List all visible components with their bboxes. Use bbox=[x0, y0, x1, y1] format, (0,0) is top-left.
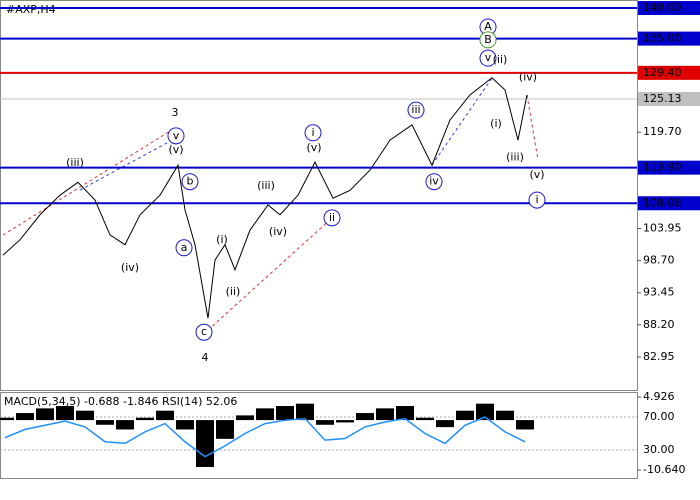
wave-lines bbox=[2, 77, 539, 331]
wave-circle bbox=[195, 323, 213, 341]
level-label: 108.08 bbox=[643, 196, 682, 209]
level-label: 140.00 bbox=[643, 1, 682, 14]
wave-label: ii bbox=[329, 211, 335, 224]
macd-bar bbox=[496, 410, 514, 421]
price-line bbox=[2, 77, 528, 319]
macd-bar bbox=[96, 420, 114, 425]
wave-label: B bbox=[484, 33, 492, 46]
macd-bar bbox=[196, 420, 214, 467]
wave-label: (iii) bbox=[257, 179, 275, 192]
macd-bar bbox=[256, 408, 274, 421]
wave-label: (iv) bbox=[269, 225, 287, 238]
wave-label: (iii) bbox=[66, 156, 84, 169]
macd-bar bbox=[356, 413, 374, 421]
macd-bar bbox=[336, 420, 354, 423]
wave-label: iii bbox=[411, 103, 420, 116]
macd-bar bbox=[436, 420, 454, 428]
level-box bbox=[638, 1, 700, 16]
wave-label: a bbox=[181, 241, 188, 254]
wave-label: (iv) bbox=[121, 261, 139, 274]
wave-circle bbox=[407, 101, 425, 119]
wave-label: (ii) bbox=[493, 53, 508, 66]
level-label: 129.40 bbox=[643, 66, 682, 79]
macd-bar bbox=[416, 417, 434, 421]
y2-tick-label: 70.00 bbox=[643, 410, 675, 423]
level-box bbox=[638, 196, 700, 211]
macd-bar bbox=[476, 403, 494, 421]
macd-bar bbox=[76, 410, 94, 421]
macd-bar bbox=[296, 403, 314, 421]
wave-circle bbox=[304, 124, 322, 142]
level-box bbox=[638, 160, 700, 175]
wave-label: 4 bbox=[202, 351, 209, 364]
wave-label: v bbox=[173, 129, 180, 142]
wave-circle bbox=[528, 191, 546, 209]
macd-bar bbox=[176, 420, 194, 430]
wave-label: (v) bbox=[306, 141, 321, 154]
macd-bar bbox=[216, 420, 234, 439]
macd-bar bbox=[56, 406, 74, 421]
macd-bar bbox=[276, 406, 294, 421]
y-tick-label: 103.95 bbox=[643, 222, 682, 235]
wave-label: (v) bbox=[529, 168, 544, 181]
y2-tick-label: 30.00 bbox=[643, 443, 675, 456]
wave-label: A bbox=[484, 20, 492, 33]
macd-bar bbox=[36, 408, 54, 421]
level-box bbox=[638, 65, 700, 80]
wave-label: 3 bbox=[172, 106, 179, 119]
wave-circle bbox=[175, 239, 193, 257]
wave-circle bbox=[323, 209, 341, 227]
macd-bar bbox=[16, 413, 34, 421]
level-box bbox=[638, 31, 700, 46]
macd-bar bbox=[136, 417, 154, 421]
wave-label: i bbox=[311, 126, 314, 139]
rsi-line bbox=[4, 416, 526, 458]
wave-circle bbox=[167, 127, 185, 145]
wave-line bbox=[207, 217, 333, 331]
wave-label: (iv) bbox=[519, 71, 537, 84]
macd-bar bbox=[396, 406, 414, 421]
indicator-panel bbox=[0, 392, 638, 479]
wave-label: (i) bbox=[490, 117, 502, 130]
level-label: 113.90 bbox=[643, 161, 682, 174]
macd-bar bbox=[116, 420, 134, 430]
y-tick-label: 82.95 bbox=[643, 350, 675, 363]
wave-circle bbox=[181, 173, 199, 191]
chart-title: #AXP,H4 bbox=[6, 3, 56, 16]
wave-label: b bbox=[187, 175, 194, 188]
y-tick-label: -10.640 bbox=[643, 463, 685, 476]
macd-bar bbox=[236, 415, 254, 421]
wave-circle bbox=[479, 31, 497, 49]
macd-bar bbox=[376, 408, 394, 421]
wave-line bbox=[526, 94, 539, 161]
y-tick-label: 98.70 bbox=[643, 254, 675, 267]
wave-label: (ii) bbox=[226, 285, 241, 298]
wave-circle bbox=[479, 49, 497, 67]
wave-label: (iii) bbox=[506, 150, 524, 163]
level-label: 135.00 bbox=[643, 32, 682, 45]
wave-label: iv bbox=[429, 175, 439, 188]
wave-label: (i) bbox=[216, 233, 228, 246]
wave-label: i bbox=[535, 193, 538, 206]
macd-bar bbox=[0, 417, 14, 421]
wave-label: c bbox=[201, 325, 207, 338]
y-tick-label: 93.45 bbox=[643, 286, 675, 299]
wave-label: (v) bbox=[168, 143, 183, 156]
macd-bar bbox=[456, 410, 474, 421]
macd-bar bbox=[316, 420, 334, 425]
y-tick-label: 88.20 bbox=[643, 318, 675, 331]
wave-circle bbox=[425, 173, 443, 191]
macd-bar bbox=[516, 420, 534, 430]
level-box bbox=[638, 91, 700, 106]
y-tick-label: 4.926 bbox=[643, 390, 675, 403]
macd-bar bbox=[156, 410, 174, 421]
wave-line bbox=[79, 137, 177, 191]
indicator-title: MACD(5,34,5) -0.688 -1.846 RSI(14) 52.06 bbox=[4, 395, 237, 408]
wave-label: v bbox=[485, 51, 492, 64]
y-tick-label: 119.70 bbox=[643, 125, 682, 138]
level-label: 125.13 bbox=[643, 92, 682, 105]
wave-line bbox=[2, 127, 176, 236]
